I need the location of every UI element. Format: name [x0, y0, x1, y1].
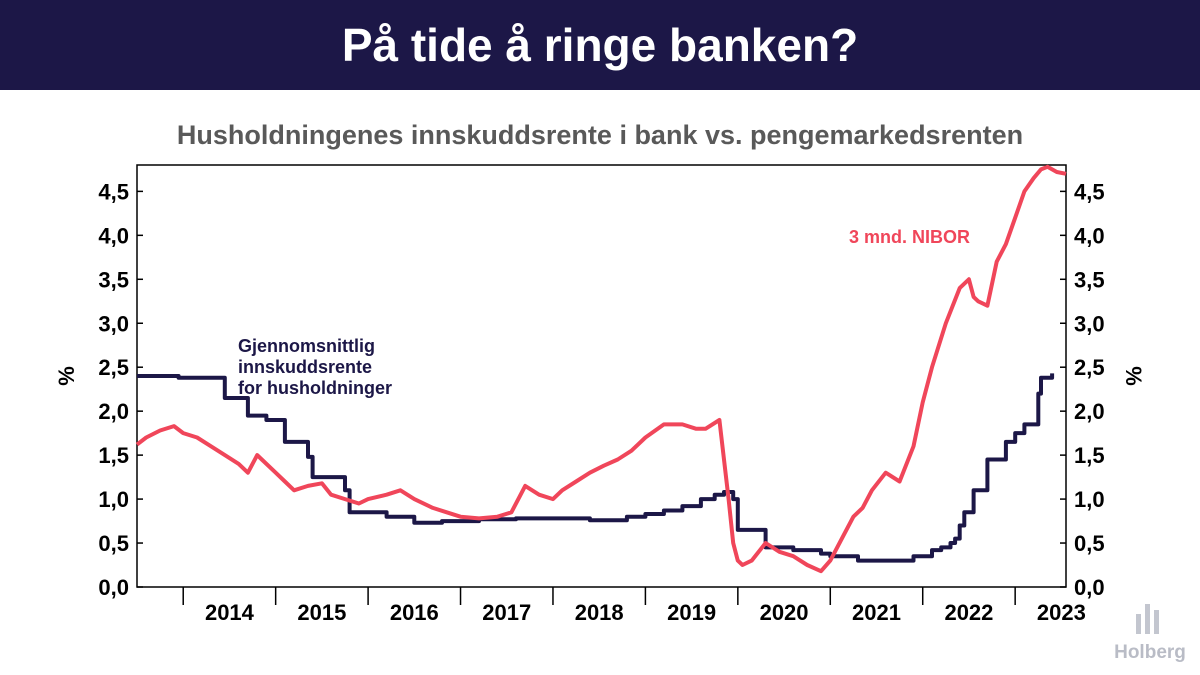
x-tick-label: 2015 [297, 600, 346, 625]
logo-text: Holberg [1114, 642, 1186, 663]
x-tick-label: 2021 [852, 600, 901, 625]
y-tick-label-right: 4,0 [1074, 223, 1105, 248]
holberg-logo-icon [1136, 604, 1159, 634]
x-tick-label: 2022 [944, 600, 993, 625]
y-tick-label-left: 1,5 [98, 443, 129, 468]
deposit-rate-label: for husholdninger [238, 378, 392, 398]
y-axis-label-left: % [54, 366, 79, 386]
y-tick-label-left: 1,0 [98, 487, 129, 512]
y-tick-label-right: 0,5 [1074, 531, 1105, 556]
y-tick-label-left: 2,5 [98, 355, 129, 380]
y-tick-label-right: 3,0 [1074, 311, 1105, 336]
y-tick-label-right: 2,0 [1074, 399, 1105, 424]
x-tick-label: 2018 [575, 600, 624, 625]
x-tick-label: 2016 [390, 600, 439, 625]
deposit-rate-line [137, 373, 1055, 563]
deposit-rate-label: Gjennomsnittlig [238, 336, 375, 356]
x-tick-label: 2017 [482, 600, 531, 625]
y-tick-label-right: 0,0 [1074, 575, 1105, 600]
y-axis-label-right: % [1121, 366, 1146, 386]
y-tick-label-right: 4,5 [1074, 179, 1105, 204]
y-tick-label-left: 0,0 [98, 575, 129, 600]
chart-title: Husholdningenes innskuddsrente i bank vs… [176, 120, 1024, 150]
deposit-rate-label: innskuddsrente [238, 357, 372, 377]
y-tick-label-left: 4,5 [98, 179, 129, 204]
series-lines [135, 164, 1067, 574]
nibor-line [135, 164, 1067, 574]
nibor-label: 3 mnd. NIBOR [849, 227, 970, 247]
x-axis-tick-labels: 2014 2015 2016 2017 2018 2019 2020 2021 2022 2023 [205, 600, 1086, 625]
x-tick-label: 2023 [1037, 600, 1086, 625]
y-tick-label-left: 4,0 [98, 223, 129, 248]
y-tick-label-left: 3,0 [98, 311, 129, 336]
title-banner [0, 0, 1200, 90]
y-tick-label-right: 1,5 [1074, 443, 1105, 468]
x-tick-label: 2014 [205, 600, 255, 625]
x-tick-label: 2020 [760, 600, 809, 625]
page-title: På tide å ringe banken? [341, 19, 859, 71]
y-tick-label-right: 2,5 [1074, 355, 1105, 380]
y-tick-label-left: 2,0 [98, 399, 129, 424]
axis-ticks [137, 190, 1066, 605]
y-tick-label-right: 1,0 [1074, 487, 1105, 512]
y-tick-label-right: 3,5 [1074, 267, 1105, 292]
y-tick-label-left: 3,5 [98, 267, 129, 292]
y-axis-tick-labels: 0,0 0,0 0,5 0,5 1,0 1,0 1,5 1,5 2,0 2,0 2,5 2,5 3,0 3… [98, 179, 1104, 600]
x-tick-label: 2019 [667, 600, 716, 625]
y-tick-label-left: 0,5 [98, 531, 129, 556]
